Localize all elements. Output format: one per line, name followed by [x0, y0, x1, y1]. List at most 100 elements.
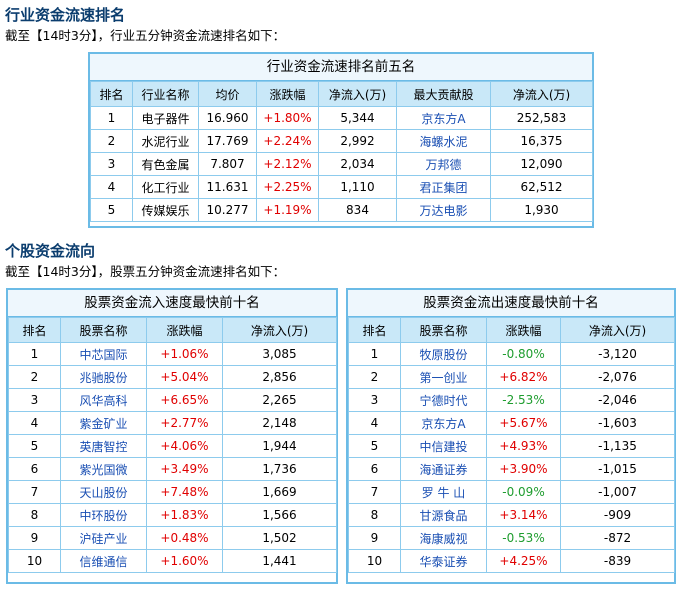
change-cell: +4.25% — [486, 549, 561, 573]
inflow-cell: -909 — [560, 503, 675, 527]
stock-name-link[interactable]: 海通证券 — [419, 462, 468, 477]
stock-name-link[interactable]: 紫金矿业 — [79, 416, 128, 431]
table-row: 4 京东方A +5.67% -1,603 — [348, 411, 675, 435]
change-cell: +1.06% — [146, 342, 223, 366]
inflow-ranking-panel: 股票资金流入速度最快前十名 排名 股票名称 涨跌幅 净流入(万) 1 中芯国际 +1.06… — [6, 288, 338, 584]
top-contributor-link[interactable]: 万达电影 — [419, 203, 468, 218]
rank-cell: 2 — [8, 365, 61, 389]
stock-name-link[interactable]: 华泰证券 — [419, 554, 468, 569]
stock-name-cell: 中芯国际 — [60, 342, 147, 366]
stock-name-cell: 华泰证券 — [400, 549, 487, 573]
price-cell: 11.631 — [198, 175, 257, 199]
stock-name-link[interactable]: 京东方A — [421, 416, 466, 431]
table-row: 3 风华高科 +6.65% 2,265 — [8, 388, 337, 412]
stock-name-link[interactable]: 紫光国微 — [79, 462, 128, 477]
rank-cell: 1 — [8, 342, 61, 366]
inflow-cell: 5,344 — [318, 106, 397, 130]
top-contributor-link[interactable]: 万邦德 — [425, 157, 462, 172]
stock-name-link[interactable]: 沪硅产业 — [79, 531, 128, 546]
stock-name-link[interactable]: 风华高科 — [79, 393, 128, 408]
change-cell: +1.60% — [146, 549, 223, 573]
industry-header-cell: 均价 — [198, 81, 257, 107]
stock-name-link[interactable]: 宁德时代 — [419, 393, 468, 408]
top-contributor-link[interactable]: 京东方A — [421, 111, 466, 126]
stock-name-cell: 英唐智控 — [60, 434, 147, 458]
industry-table-title: 行业资金流速排名前五名 — [90, 54, 592, 81]
inflow-header-cell: 涨跌幅 — [146, 317, 223, 343]
stock-name-link[interactable]: 中信建投 — [419, 439, 468, 454]
industry-header-cell: 净流入(万) — [318, 81, 397, 107]
inflow-table: 排名 股票名称 涨跌幅 净流入(万) 1 中芯国际 +1.06% 3,085 2 兆驰股份 +5.… — [8, 317, 337, 573]
rank-cell: 2 — [90, 129, 133, 153]
stock-name-cell: 中环股份 — [60, 503, 147, 527]
change-cell: +1.80% — [256, 106, 319, 130]
top-contributor-cell: 海螺水泥 — [396, 129, 491, 153]
table-row: 2 兆驰股份 +5.04% 2,856 — [8, 365, 337, 389]
inflow-cell: 1,944 — [222, 434, 337, 458]
outflow-header-cell: 涨跌幅 — [486, 317, 561, 343]
stock-name-link[interactable]: 第一创业 — [419, 370, 468, 385]
stock-name-link[interactable]: 甘源食品 — [419, 508, 468, 523]
stock-name-link[interactable]: 海康威视 — [419, 531, 468, 546]
rank-cell: 4 — [90, 175, 133, 199]
industry-header-cell: 行业名称 — [132, 81, 199, 107]
stock-name-link[interactable]: 英唐智控 — [79, 439, 128, 454]
contributor-inflow-cell: 12,090 — [490, 152, 593, 176]
table-row: 4 化工行业 11.631 +2.25% 1,110 君正集团 62,512 — [90, 175, 593, 199]
rank-cell: 10 — [348, 549, 401, 573]
change-cell: +4.06% — [146, 434, 223, 458]
inflow-header-cell: 排名 — [8, 317, 61, 343]
top-contributor-cell: 京东方A — [396, 106, 491, 130]
stock-name-cell: 海通证券 — [400, 457, 487, 481]
top-contributor-link[interactable]: 海螺水泥 — [419, 134, 468, 149]
inflow-cell: 1,502 — [222, 526, 337, 550]
rank-cell: 6 — [348, 457, 401, 481]
inflow-cell: 2,148 — [222, 411, 337, 435]
stock-name-link[interactable]: 罗 牛 山 — [421, 485, 466, 500]
rank-cell: 1 — [348, 342, 401, 366]
inflow-cell: -1,135 — [560, 434, 675, 458]
table-row: 8 甘源食品 +3.14% -909 — [348, 503, 675, 527]
stock-name-link[interactable]: 天山股份 — [79, 485, 128, 500]
industry-ranking-panel: 行业资金流速排名前五名 排名 行业名称 均价 涨跌幅 净流入(万) 最大贡献股 净流入(万)… — [88, 52, 594, 228]
rank-cell: 1 — [90, 106, 133, 130]
stock-name-cell: 风华高科 — [60, 388, 147, 412]
outflow-header-cell: 股票名称 — [400, 317, 487, 343]
change-cell: +6.82% — [486, 365, 561, 389]
rank-cell: 2 — [348, 365, 401, 389]
stock-name-link[interactable]: 中芯国际 — [79, 347, 128, 362]
table-row: 1 中芯国际 +1.06% 3,085 — [8, 342, 337, 366]
industry-name-cell: 传媒娱乐 — [132, 198, 199, 222]
price-cell: 16.960 — [198, 106, 257, 130]
table-row: 6 海通证券 +3.90% -1,015 — [348, 457, 675, 481]
stock-name-cell: 天山股份 — [60, 480, 147, 504]
outflow-ranking-panel: 股票资金流出速度最快前十名 排名 股票名称 涨跌幅 净流入(万) 1 牧原股份 -0.80… — [346, 288, 676, 584]
stock-name-cell: 罗 牛 山 — [400, 480, 487, 504]
rank-cell: 9 — [348, 526, 401, 550]
table-row: 8 中环股份 +1.83% 1,566 — [8, 503, 337, 527]
stock-name-link[interactable]: 信维通信 — [79, 554, 128, 569]
inflow-cell: 1,669 — [222, 480, 337, 504]
inflow-cell: -839 — [560, 549, 675, 573]
stock-name-link[interactable]: 中环股份 — [79, 508, 128, 523]
stock-name-link[interactable]: 牧原股份 — [419, 347, 468, 362]
rank-cell: 7 — [348, 480, 401, 504]
table-row: 2 水泥行业 17.769 +2.24% 2,992 海螺水泥 16,375 — [90, 129, 593, 153]
top-contributor-link[interactable]: 君正集团 — [419, 180, 468, 195]
table-row: 10 信维通信 +1.60% 1,441 — [8, 549, 337, 573]
stocks-section-title: 个股资金流向 — [5, 242, 96, 260]
stock-name-link[interactable]: 兆驰股份 — [79, 370, 128, 385]
rank-cell: 5 — [8, 434, 61, 458]
table-row: 7 天山股份 +7.48% 1,669 — [8, 480, 337, 504]
outflow-table: 排名 股票名称 涨跌幅 净流入(万) 1 牧原股份 -0.80% -3,120 2 第一创业 +6… — [348, 317, 675, 573]
rank-cell: 8 — [8, 503, 61, 527]
inflow-cell: 1,441 — [222, 549, 337, 573]
table-row: 9 海康威视 -0.53% -872 — [348, 526, 675, 550]
price-cell: 10.277 — [198, 198, 257, 222]
change-cell: +3.49% — [146, 457, 223, 481]
contributor-inflow-cell: 62,512 — [490, 175, 593, 199]
stock-name-cell: 海康威视 — [400, 526, 487, 550]
top-contributor-cell: 万邦德 — [396, 152, 491, 176]
change-cell: +3.14% — [486, 503, 561, 527]
industry-section-title: 行业资金流速排名 — [5, 6, 126, 24]
